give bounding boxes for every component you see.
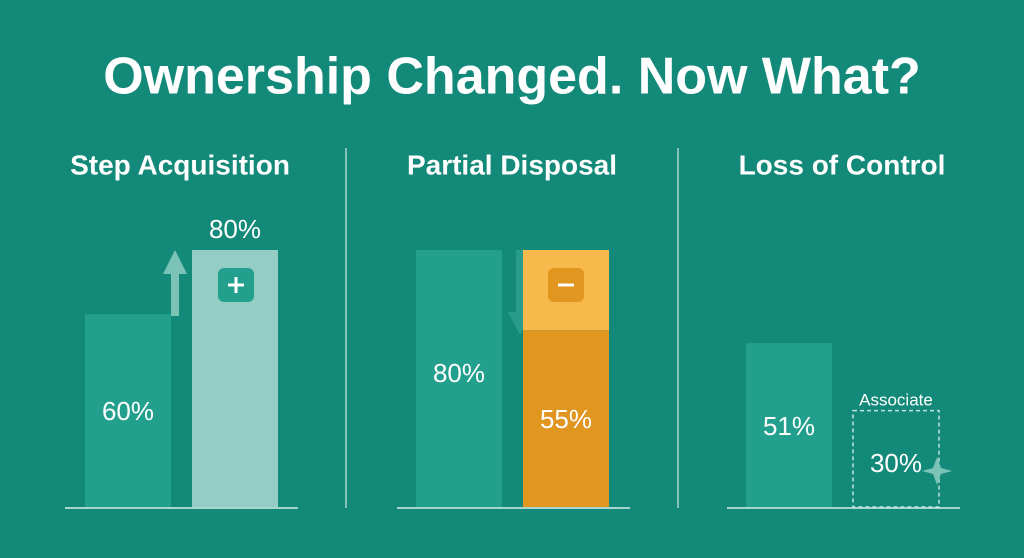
value-label: 80% bbox=[209, 214, 261, 244]
annotation: Associate bbox=[859, 390, 933, 409]
value-label: 55% bbox=[540, 404, 592, 434]
bar bbox=[523, 330, 609, 507]
bar bbox=[85, 314, 171, 507]
value-label: 51% bbox=[763, 411, 815, 441]
sparkle bbox=[922, 457, 952, 485]
bar bbox=[416, 250, 502, 507]
bar bbox=[746, 343, 832, 507]
bar bbox=[852, 409, 940, 508]
plus-icon bbox=[218, 268, 254, 302]
page-title: Ownership Changed. Now What? bbox=[103, 48, 921, 106]
up-arrow bbox=[163, 250, 187, 316]
minus-icon bbox=[548, 268, 584, 302]
value-label: 60% bbox=[102, 396, 154, 426]
chart-title: Loss of Control bbox=[739, 149, 946, 180]
value-label: 80% bbox=[433, 358, 485, 388]
chart-title: Partial Disposal bbox=[407, 149, 617, 180]
chart-title: Step Acquisition bbox=[70, 149, 290, 180]
value-label: 30% bbox=[870, 448, 922, 478]
charts: Step Acquisition 60% 80% Partial Disposal 80… bbox=[65, 149, 960, 509]
